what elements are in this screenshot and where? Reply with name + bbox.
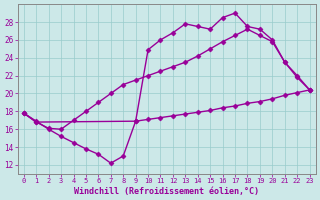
X-axis label: Windchill (Refroidissement éolien,°C): Windchill (Refroidissement éolien,°C)	[74, 187, 259, 196]
